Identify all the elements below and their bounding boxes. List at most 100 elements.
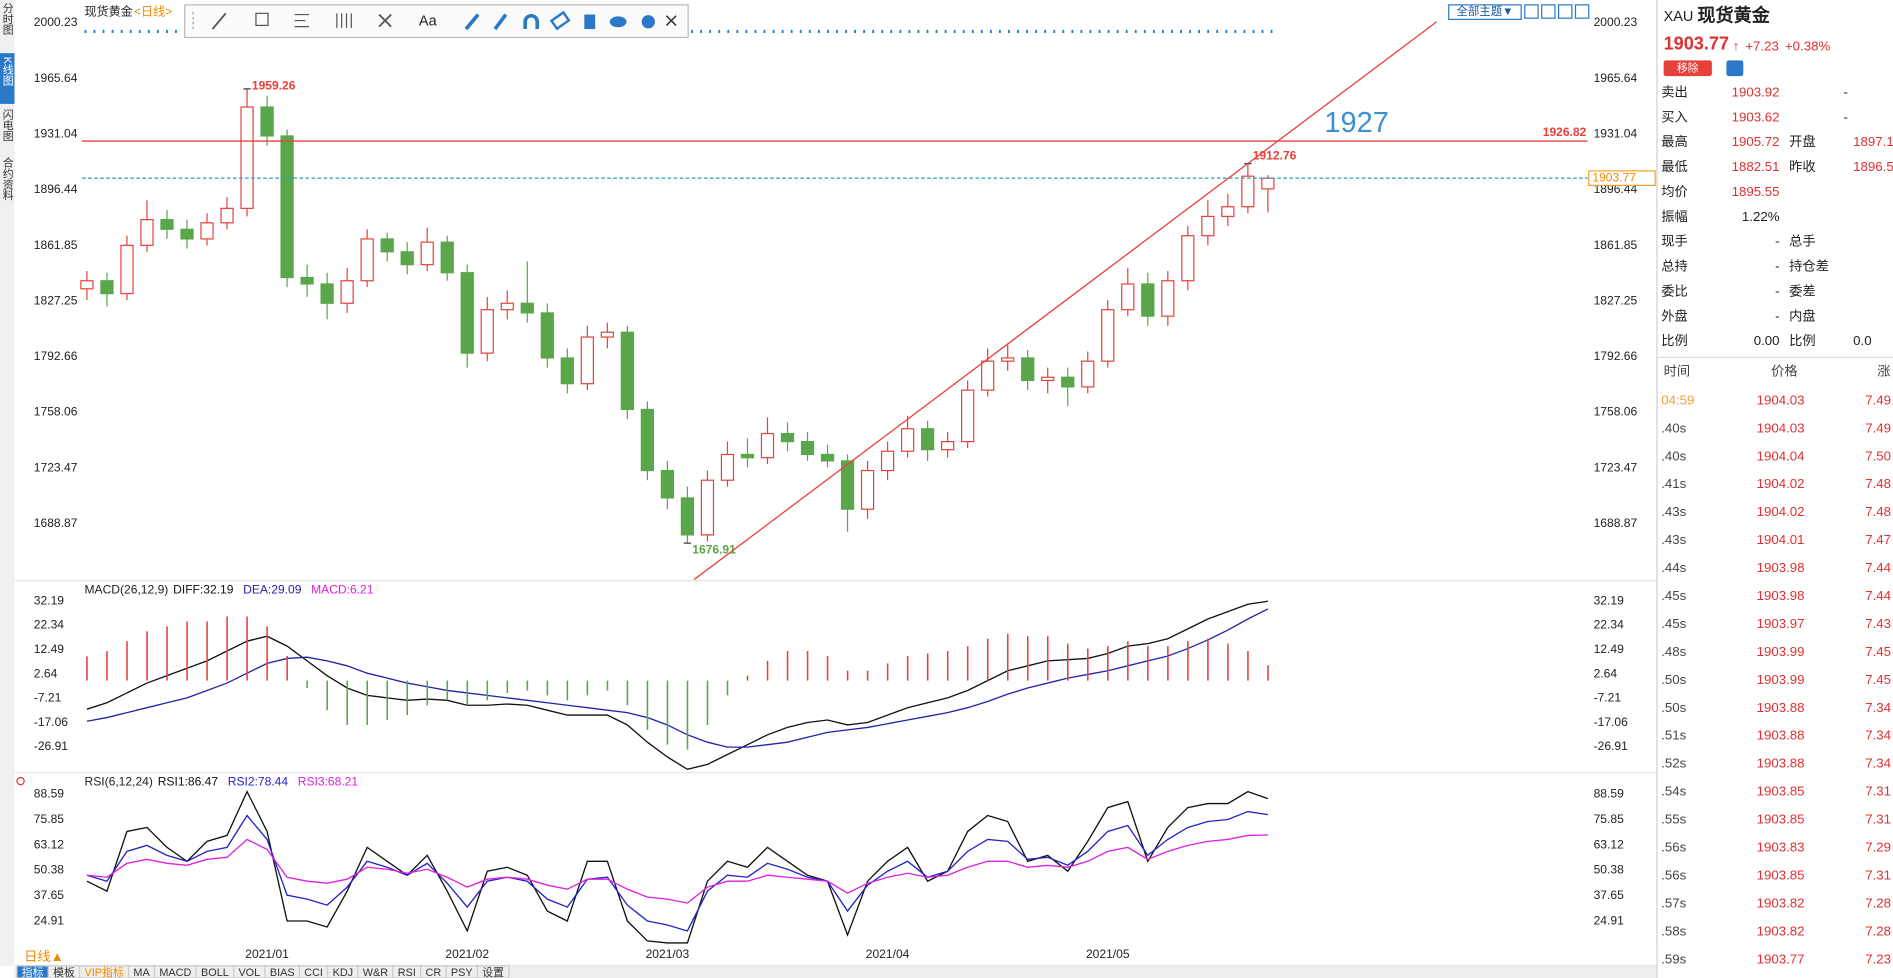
tick-cell: 1903.88	[1757, 756, 1805, 771]
candle-body	[961, 389, 975, 443]
tick-cell: 1903.97	[1757, 616, 1805, 631]
y-tick-label: 88.59	[1594, 787, 1624, 801]
pencil-tool[interactable]	[464, 13, 480, 31]
candle-body	[500, 302, 514, 311]
macd-bar	[546, 680, 549, 696]
gann-tool[interactable]	[336, 13, 352, 28]
candle-body	[460, 272, 474, 354]
y-tick-label: 1758.06	[34, 405, 78, 419]
eraser-tool[interactable]	[549, 10, 571, 31]
close-toolbar[interactable]	[665, 15, 677, 26]
candle-body	[720, 453, 735, 481]
candle-body	[680, 497, 695, 536]
line-tool[interactable]	[211, 12, 227, 30]
bottom-tab[interactable]: VOL	[238, 967, 260, 978]
side-tab-active	[0, 53, 15, 104]
candle-body	[380, 238, 394, 253]
theme-button-frame[interactable]	[1448, 4, 1522, 20]
candle-body	[140, 219, 154, 246]
candle-body	[1081, 360, 1095, 388]
layout-button[interactable]	[1541, 4, 1556, 19]
bottom-tab[interactable]: 模板	[53, 965, 75, 978]
layout-button[interactable]	[1574, 4, 1590, 19]
theme-controls: 全部主题▼	[1448, 4, 1590, 20]
bottom-tab[interactable]: BIAS	[270, 967, 295, 978]
y-tick-label: 32.19	[34, 593, 64, 607]
candle-body	[1161, 280, 1175, 317]
y-tick-label: 1792.66	[1594, 349, 1638, 363]
magnet-tool[interactable]	[523, 13, 540, 30]
bottom-tab[interactable]: 指标	[22, 965, 44, 978]
candle-body	[360, 238, 374, 282]
candle-body	[860, 469, 875, 510]
macd-bar	[726, 680, 729, 696]
layout-button[interactable]	[1524, 4, 1539, 19]
tick-cell: 1903.82	[1757, 923, 1805, 938]
visibility-tool[interactable]	[609, 16, 627, 28]
bottom-tab[interactable]: RSI	[398, 967, 416, 978]
macd-bar	[606, 680, 609, 691]
layout-button[interactable]	[1557, 4, 1573, 19]
tick-cell: 1903.85	[1757, 812, 1805, 827]
macd-bar	[1046, 636, 1049, 681]
indicator-line	[86, 600, 1268, 771]
fib-tool[interactable]	[294, 13, 310, 28]
remove-button-bg[interactable]	[1663, 60, 1712, 77]
macd-bar	[1247, 651, 1249, 681]
candle-body	[200, 222, 214, 240]
macd-bar	[1207, 638, 1209, 681]
font-tool[interactable]: Aa	[419, 14, 438, 30]
macd-bar	[706, 680, 709, 725]
remove-button[interactable]: 移除	[1677, 61, 1699, 75]
brush-tool[interactable]	[493, 13, 508, 31]
settings-tool[interactable]	[641, 15, 655, 29]
candle-body	[1141, 283, 1155, 317]
side-tab[interactable]: K线图	[1, 57, 13, 87]
bottom-tab[interactable]: PSY	[451, 967, 473, 978]
tick-cell: 1903.98	[1757, 588, 1805, 603]
macd-bar	[906, 655, 909, 681]
settings-sun-icon[interactable]	[16, 776, 25, 786]
indicator-title: MACD(26,12,9)	[85, 583, 169, 597]
candle-body	[300, 276, 314, 285]
candle-body	[600, 331, 614, 338]
x-tick-label: 2021/01	[245, 947, 289, 961]
bottom-tab[interactable]: CCI	[304, 967, 323, 978]
bottom-tab[interactable]: MACD	[159, 967, 191, 978]
alert-button[interactable]	[1726, 60, 1744, 77]
bottom-tab[interactable]: CR	[426, 967, 442, 978]
candle-body	[220, 207, 234, 224]
candle-body	[160, 219, 174, 230]
bottom-tab[interactable]: KDJ	[333, 967, 354, 978]
bottom-tab[interactable]: W&R	[363, 967, 388, 978]
candle-body	[1261, 177, 1275, 190]
macd-bar	[1087, 648, 1089, 681]
macd-bar	[586, 680, 589, 696]
candle-body	[480, 309, 494, 354]
tick-cell: 7.31	[1865, 784, 1891, 799]
candle-body	[440, 241, 454, 274]
y-tick-label: 22.34	[1594, 618, 1624, 632]
pattern-tool[interactable]	[378, 13, 392, 28]
tick-cell: 7.29	[1865, 840, 1891, 855]
y-tick-label: -7.21	[1594, 691, 1622, 705]
tick-cell: 1903.85	[1757, 867, 1805, 882]
quote-field: 0.0	[1853, 333, 1871, 348]
tick-cell: .48s	[1661, 644, 1686, 659]
bottom-tab[interactable]: VIP指标	[85, 965, 124, 978]
candle-body	[620, 331, 635, 411]
bottom-tab[interactable]: 设置	[482, 966, 504, 978]
quote-field: 最高	[1661, 133, 1688, 149]
rect-tool[interactable]	[255, 12, 269, 27]
bottom-tab[interactable]: MA	[133, 967, 150, 978]
bottom-tab[interactable]: BOLL	[201, 967, 229, 978]
tick-cell: .55s	[1661, 812, 1686, 827]
candle-body	[240, 106, 254, 209]
side-tab[interactable]: 合约资料	[1, 156, 13, 202]
delete-tool[interactable]	[584, 14, 596, 30]
side-tab[interactable]: 闪电图	[1, 107, 13, 142]
tick-cell: 1903.88	[1757, 700, 1805, 715]
y-tick-label: 2000.23	[34, 15, 78, 29]
side-tab[interactable]: 分时图	[1, 2, 13, 36]
theme-button[interactable]: 全部主题▼	[1456, 4, 1513, 18]
